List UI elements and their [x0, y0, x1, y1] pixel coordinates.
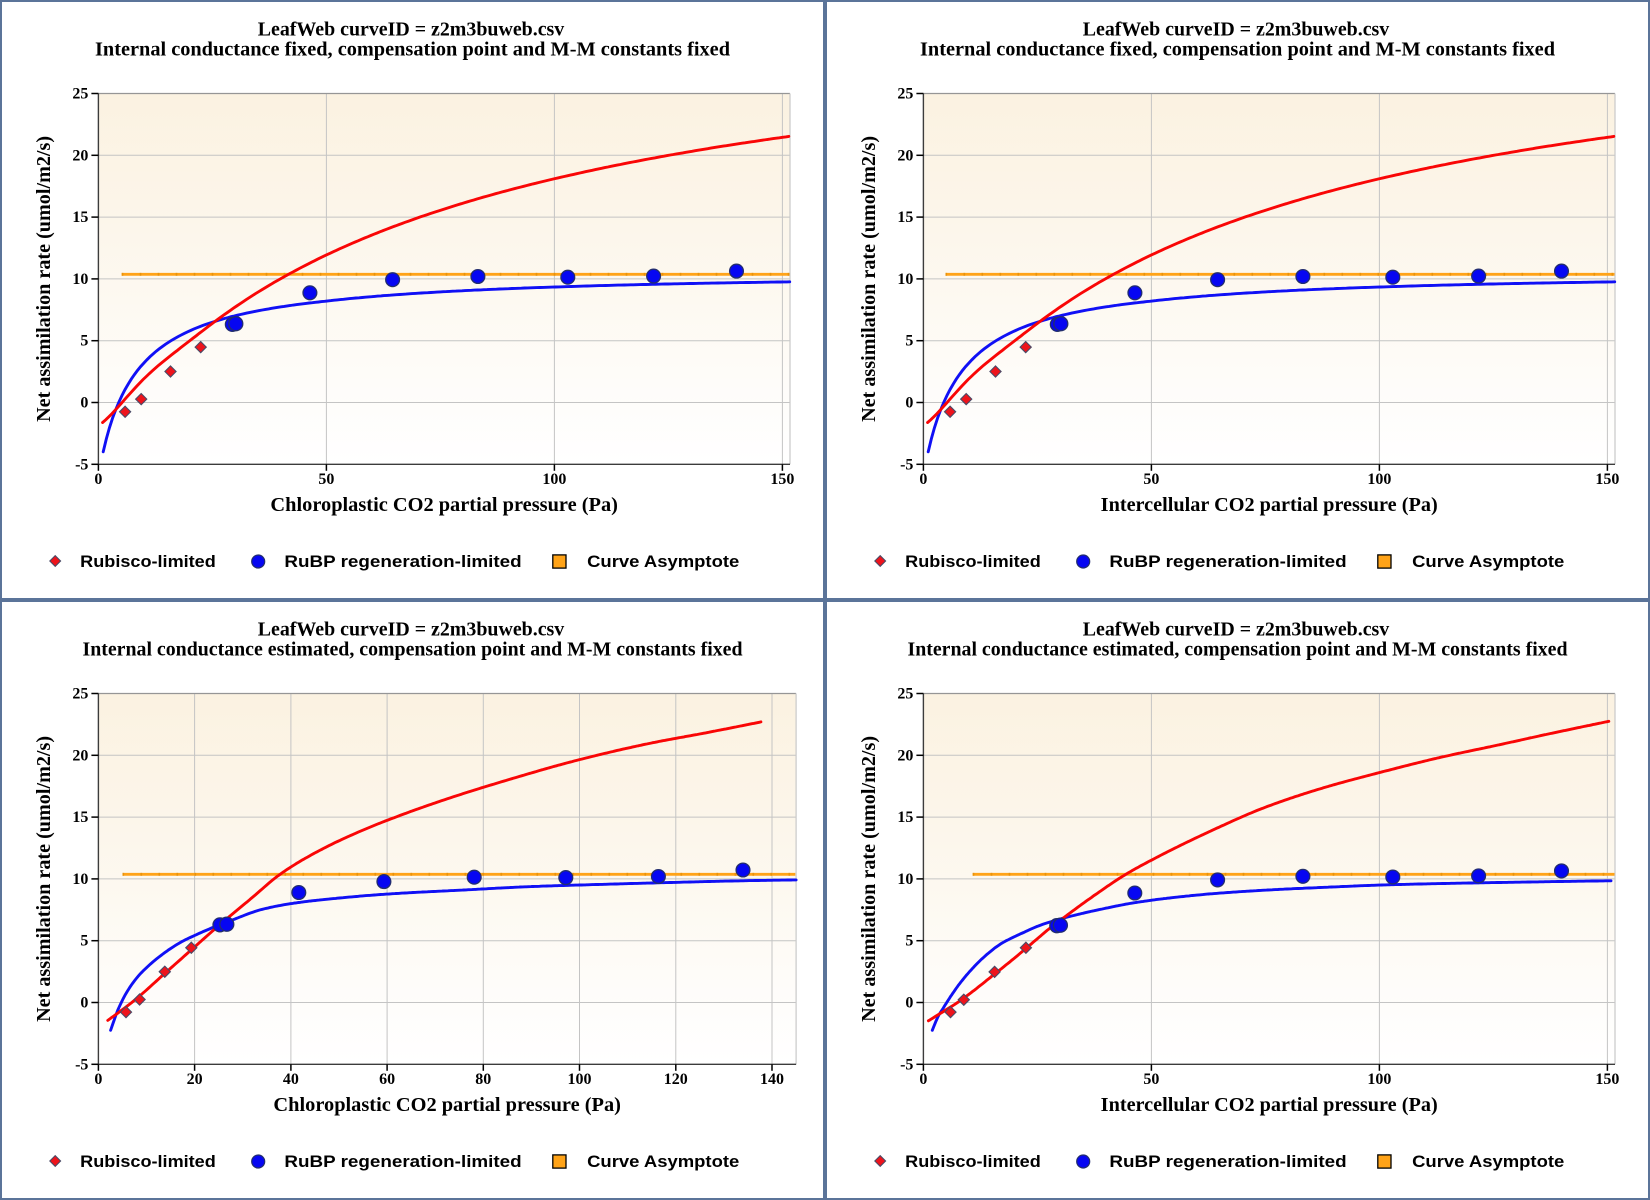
svg-text:15: 15 — [72, 809, 88, 826]
svg-text:150: 150 — [1595, 471, 1619, 488]
svg-text:0: 0 — [80, 395, 88, 412]
svg-text:Net assimilation rate (umol/m2: Net assimilation rate (umol/m2/s) — [33, 136, 55, 422]
svg-text:0: 0 — [94, 1071, 102, 1088]
svg-text:LeafWeb curveID = z2m3buweb.cs: LeafWeb curveID = z2m3buweb.csv — [258, 19, 565, 41]
svg-text:20: 20 — [72, 147, 88, 164]
svg-text:-5: -5 — [900, 456, 913, 473]
svg-text:10: 10 — [897, 271, 913, 288]
svg-text:Rubisco-limited: Rubisco-limited — [905, 553, 1041, 571]
svg-text:Internal conductance fixed, co: Internal conductance fixed, compensation… — [95, 39, 730, 61]
svg-text:15: 15 — [897, 209, 913, 226]
svg-text:RuBP regeneration-limited: RuBP regeneration-limited — [284, 1153, 521, 1171]
svg-text:0: 0 — [905, 395, 913, 412]
svg-text:80: 80 — [475, 1071, 491, 1088]
svg-text:0: 0 — [905, 995, 913, 1012]
svg-text:50: 50 — [318, 471, 334, 488]
svg-text:Curve Asymptote: Curve Asymptote — [1412, 553, 1564, 571]
svg-text:5: 5 — [80, 933, 88, 950]
svg-text:40: 40 — [283, 1071, 299, 1088]
svg-text:10: 10 — [72, 271, 88, 288]
svg-text:Rubisco-limited: Rubisco-limited — [905, 1153, 1041, 1171]
svg-text:0: 0 — [919, 1071, 927, 1088]
svg-text:Rubisco-limited: Rubisco-limited — [80, 1153, 216, 1171]
svg-text:RuBP regeneration-limited: RuBP regeneration-limited — [1109, 1153, 1346, 1171]
svg-text:LeafWeb curveID = z2m3buweb.cs: LeafWeb curveID = z2m3buweb.csv — [258, 619, 565, 641]
svg-text:100: 100 — [542, 471, 566, 488]
svg-text:5: 5 — [80, 333, 88, 350]
svg-text:Net assimilation rate (umol/m2: Net assimilation rate (umol/m2/s) — [33, 736, 55, 1022]
svg-text:Curve Asymptote: Curve Asymptote — [1412, 1153, 1564, 1171]
svg-text:Chloroplastic CO2 partial pres: Chloroplastic CO2 partial pressure (Pa) — [273, 1094, 621, 1116]
svg-text:Net assimilation rate (umol/m2: Net assimilation rate (umol/m2/s) — [858, 136, 880, 422]
svg-text:Rubisco-limited: Rubisco-limited — [80, 553, 216, 571]
svg-text:60: 60 — [379, 1071, 395, 1088]
svg-text:20: 20 — [897, 747, 913, 764]
svg-text:5: 5 — [905, 933, 913, 950]
svg-text:100: 100 — [1367, 1071, 1391, 1088]
svg-text:100: 100 — [568, 1071, 592, 1088]
svg-text:RuBP regeneration-limited: RuBP regeneration-limited — [284, 553, 521, 571]
svg-text:5: 5 — [905, 333, 913, 350]
svg-text:Internal conductance fixed, co: Internal conductance fixed, compensation… — [920, 39, 1555, 61]
svg-text:25: 25 — [72, 86, 88, 103]
svg-text:Curve Asymptote: Curve Asymptote — [587, 1153, 739, 1171]
svg-text:100: 100 — [1367, 471, 1391, 488]
svg-text:10: 10 — [897, 871, 913, 888]
svg-text:0: 0 — [919, 471, 927, 488]
svg-text:15: 15 — [72, 209, 88, 226]
svg-text:120: 120 — [664, 1071, 688, 1088]
svg-text:25: 25 — [897, 86, 913, 103]
svg-text:-5: -5 — [75, 1056, 88, 1073]
svg-text:10: 10 — [72, 871, 88, 888]
svg-text:15: 15 — [897, 809, 913, 826]
svg-text:150: 150 — [770, 471, 794, 488]
svg-text:20: 20 — [72, 747, 88, 764]
svg-text:RuBP regeneration-limited: RuBP regeneration-limited — [1109, 553, 1346, 571]
svg-text:Chloroplastic CO2 partial pres: Chloroplastic CO2 partial pressure (Pa) — [270, 494, 618, 516]
svg-text:Internal conductance estimated: Internal conductance estimated, compensa… — [908, 639, 1568, 661]
svg-text:150: 150 — [1595, 1071, 1619, 1088]
svg-text:Intercellular CO2 partial pres: Intercellular CO2 partial pressure (Pa) — [1101, 494, 1438, 516]
svg-text:-5: -5 — [900, 1056, 913, 1073]
svg-text:Intercellular CO2 partial pres: Intercellular CO2 partial pressure (Pa) — [1101, 1094, 1438, 1116]
svg-text:Curve Asymptote: Curve Asymptote — [587, 553, 739, 571]
svg-text:25: 25 — [897, 686, 913, 703]
svg-text:50: 50 — [1143, 471, 1159, 488]
svg-text:-5: -5 — [75, 456, 88, 473]
svg-text:Net assimilation rate (umol/m2: Net assimilation rate (umol/m2/s) — [858, 736, 880, 1022]
svg-text:LeafWeb curveID = z2m3buweb.cs: LeafWeb curveID = z2m3buweb.csv — [1083, 619, 1390, 641]
svg-text:20: 20 — [897, 147, 913, 164]
svg-text:LeafWeb curveID = z2m3buweb.cs: LeafWeb curveID = z2m3buweb.csv — [1083, 19, 1390, 41]
svg-text:140: 140 — [760, 1071, 784, 1088]
svg-text:25: 25 — [72, 686, 88, 703]
svg-text:Internal conductance estimated: Internal conductance estimated, compensa… — [83, 639, 743, 661]
svg-text:0: 0 — [80, 995, 88, 1012]
svg-text:0: 0 — [94, 471, 102, 488]
svg-text:20: 20 — [187, 1071, 203, 1088]
svg-text:50: 50 — [1143, 1071, 1159, 1088]
